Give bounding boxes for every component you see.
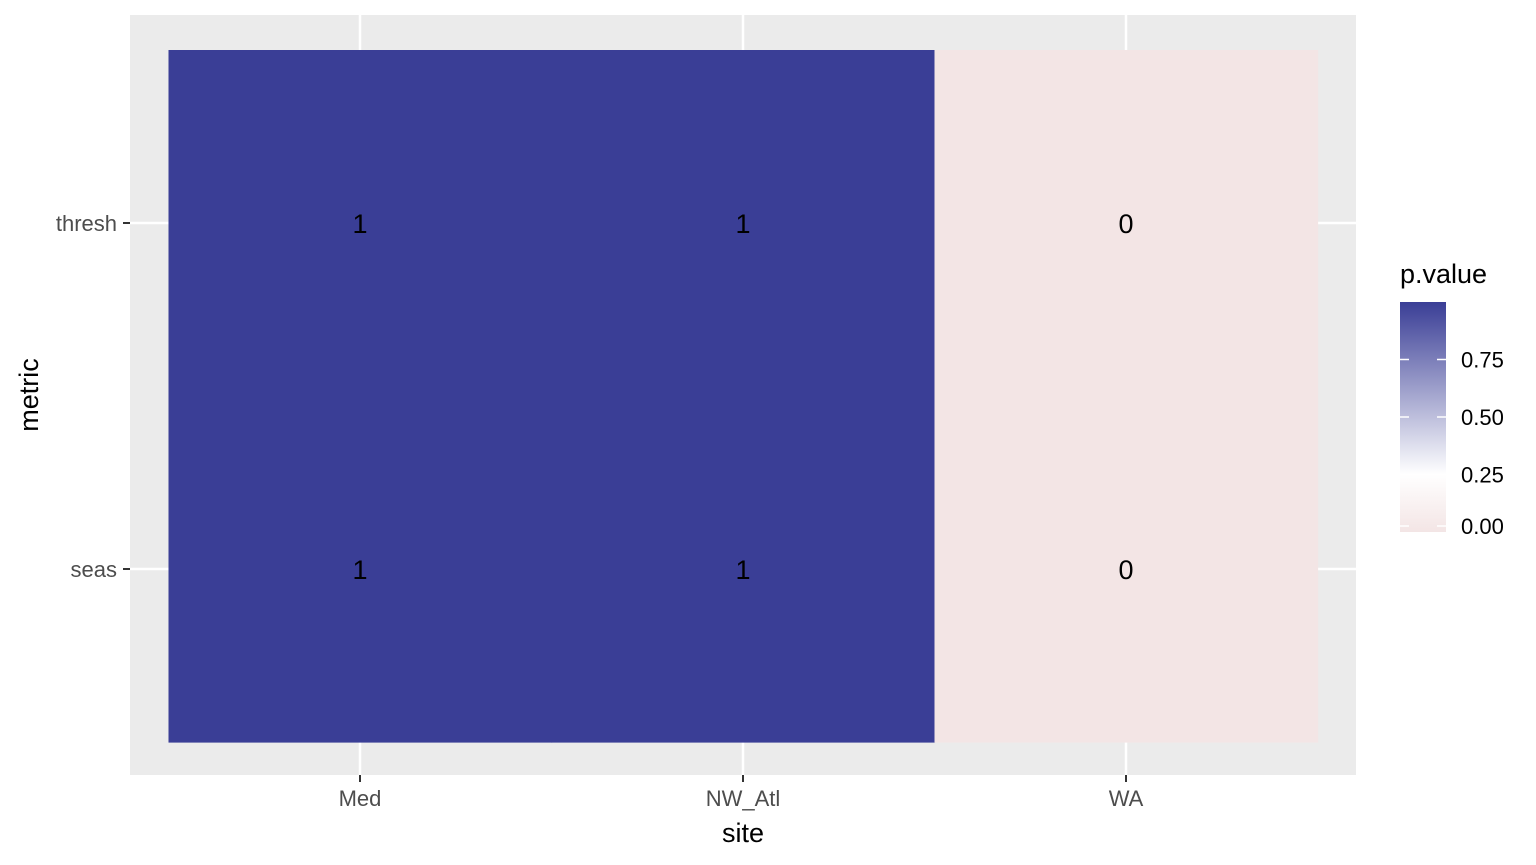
x-tick-label: Med bbox=[339, 786, 382, 811]
heatmap-cell bbox=[551, 396, 936, 743]
cell-value-label: 1 bbox=[352, 209, 367, 239]
cell-value-label: 1 bbox=[735, 555, 750, 585]
cell-value-label: 0 bbox=[1118, 555, 1133, 585]
legend-tick-label: 0.75 bbox=[1461, 348, 1504, 373]
legend: p.value 0.00 0.25 0.50 0.75 bbox=[1400, 259, 1504, 539]
heatmap-cell bbox=[551, 50, 936, 397]
heatmap-cell bbox=[934, 50, 1319, 397]
y-tick-label: seas bbox=[71, 557, 117, 582]
y-axis: seas thresh bbox=[56, 211, 130, 582]
legend-tick-label: 0.50 bbox=[1461, 405, 1504, 430]
y-axis-title: metric bbox=[14, 358, 44, 432]
heatmap-cell bbox=[168, 50, 553, 397]
legend-tick-label: 0.00 bbox=[1461, 514, 1504, 539]
legend-title: p.value bbox=[1400, 259, 1487, 289]
legend-tick-label: 0.25 bbox=[1461, 463, 1504, 488]
x-tick-label: WA bbox=[1109, 786, 1144, 811]
cell-value-label: 1 bbox=[735, 209, 750, 239]
x-axis-title: site bbox=[722, 818, 764, 848]
y-tick-label: thresh bbox=[56, 211, 117, 236]
cell-value-label: 0 bbox=[1118, 209, 1133, 239]
x-tick-label: NW_Atl bbox=[706, 786, 781, 811]
cell-value-label: 1 bbox=[352, 555, 367, 585]
heatmap-cell bbox=[168, 396, 553, 743]
heatmap-cells bbox=[168, 50, 1319, 743]
legend-ticks: 0.00 0.25 0.50 0.75 bbox=[1400, 348, 1504, 539]
cell-labels: 1 1 0 1 1 0 bbox=[352, 209, 1133, 585]
x-axis: Med NW_Atl WA bbox=[339, 775, 1144, 811]
heatmap-cell bbox=[934, 396, 1319, 743]
